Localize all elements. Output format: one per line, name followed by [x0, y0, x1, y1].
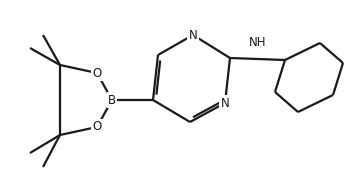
Text: N: N: [189, 28, 197, 41]
Text: O: O: [92, 121, 102, 134]
Text: N: N: [220, 96, 229, 109]
Text: NH: NH: [249, 36, 267, 49]
Text: B: B: [108, 94, 116, 107]
Text: O: O: [92, 66, 102, 79]
